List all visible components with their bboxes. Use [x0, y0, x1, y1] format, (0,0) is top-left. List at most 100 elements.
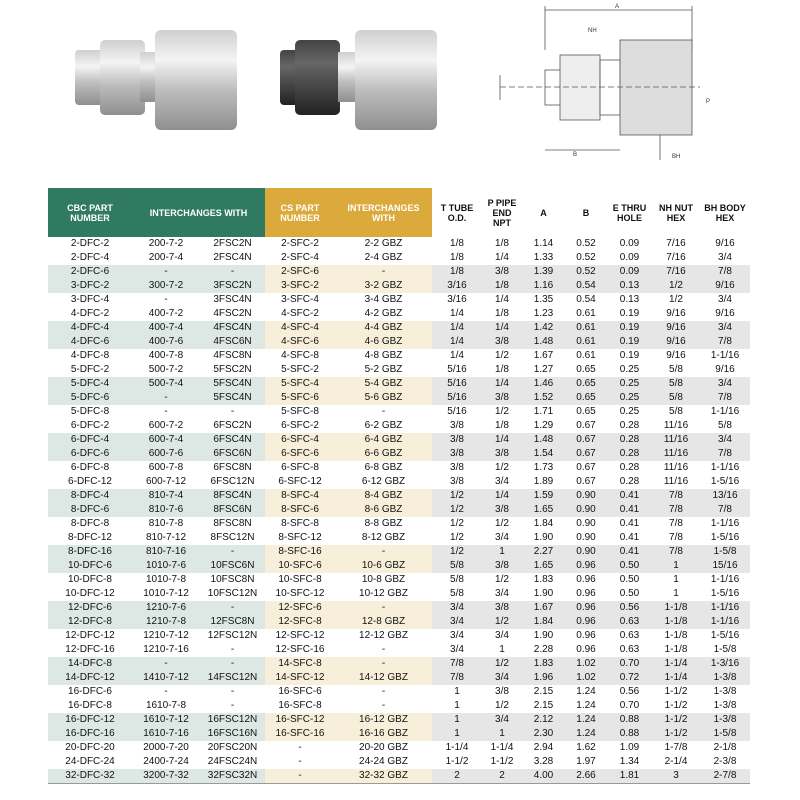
table-cell: 1/8: [495, 238, 509, 249]
table-cell: 16-SFC-16: [275, 728, 325, 739]
table-cell: 1: [454, 686, 460, 697]
table-cell: 4-SFC-2: [281, 308, 319, 319]
table-cell: 9/16: [715, 364, 735, 375]
table-cell: 9/16: [666, 350, 686, 361]
table-cell: 600-7-12: [145, 476, 187, 487]
table-cell: -: [381, 644, 386, 655]
table-cell: 6FSC2N: [213, 420, 252, 431]
table-cell: -: [298, 770, 302, 781]
table-cell: 1.34: [619, 756, 640, 767]
table-cell: 1/8: [450, 266, 464, 277]
table-cell: 4FSC4N: [213, 322, 252, 333]
table-cell: 10-12 GBZ: [359, 588, 408, 599]
table-cell: -: [164, 686, 168, 697]
table-cell: 1-5/16: [710, 532, 740, 543]
table-cell: 810-7-4: [148, 490, 184, 501]
table-cell: 1-3/8: [713, 714, 737, 725]
table-cell: 9/16: [715, 308, 735, 319]
table-cell: 5/16: [447, 364, 467, 375]
table-cell: 400-7-4: [148, 322, 184, 333]
table-cell: 1010-7-12: [143, 588, 189, 599]
table-cell: 5/8: [450, 588, 464, 599]
table-cell: 10FSC6N: [210, 560, 255, 571]
table-cell: 0.41: [619, 490, 640, 501]
table-cell: 0.63: [619, 616, 640, 627]
table-cell: 11/16: [663, 420, 689, 431]
table-cell: 2-3/8: [713, 756, 737, 767]
table-cell: 1: [673, 588, 679, 599]
table-cell: 0.52: [576, 266, 596, 277]
table-cell: 4-DFC-4: [70, 322, 110, 333]
table-cell: -: [381, 700, 386, 711]
table-cell: 1/4: [495, 294, 509, 305]
table-cell: 0.90: [576, 532, 596, 543]
dimension-label: A: [615, 4, 619, 10]
table-cell: -: [230, 406, 235, 417]
table-cell: 1: [673, 560, 679, 571]
table-cell: 1.39: [533, 266, 554, 277]
table-cell: 1-5/8: [713, 644, 737, 655]
table-cell: 7/8: [669, 546, 683, 557]
table-cell: 6FSC8N: [213, 462, 252, 473]
table-cell: 1.29: [533, 420, 554, 431]
table-cell: 6-DFC-4: [70, 434, 110, 445]
table-cell: 0.67: [576, 420, 596, 431]
table-cell: 3-SFC-2: [281, 280, 319, 291]
table-cell: 1.24: [576, 686, 596, 697]
table-cell: -: [381, 602, 386, 613]
table-cell: 0.28: [619, 462, 640, 473]
table-cell: 32-32 GBZ: [359, 770, 408, 781]
table-cell: 12-SFC-8: [278, 616, 322, 627]
table-cell: 8-8 GBZ: [364, 518, 403, 529]
table-cell: 13/16: [712, 490, 738, 501]
table-cell: 4-4 GBZ: [364, 322, 403, 333]
table-cell: 0.63: [619, 644, 640, 655]
header-cell: CBC PART NUMBER: [67, 202, 113, 223]
table-cell: 1/4: [450, 336, 464, 347]
table-cell: 7/8: [450, 658, 464, 669]
table-cell: 1-1/16: [710, 350, 740, 361]
table-cell: 1-1/16: [710, 406, 740, 417]
table-cell: 3/4: [495, 476, 509, 487]
table-cell: 1/2: [495, 658, 509, 669]
table-cell: 1.24: [576, 728, 596, 739]
table-cell: 12-DFC-12: [65, 630, 115, 641]
table-cell: 7/8: [718, 504, 732, 515]
table-cell: 0.65: [576, 406, 596, 417]
header-cell: P PIPE END NPT: [487, 197, 517, 228]
table-cell: 2FSC2N: [213, 238, 252, 249]
table-cell: 2-1/8: [713, 742, 737, 753]
table-cell: 4FSC8N: [213, 350, 252, 361]
table-cell: 8-DFC-12: [68, 532, 112, 543]
table-cell: 0.13: [619, 280, 640, 291]
table-cell: 6-DFC-12: [68, 476, 112, 487]
table-cell: 1.90: [533, 532, 554, 543]
table-cell: 0.65: [576, 364, 596, 375]
table-cell: 5FSC4N: [213, 378, 252, 389]
table-cell: 14-DFC-8: [68, 658, 112, 669]
table-cell: 1210-7-16: [143, 644, 189, 655]
table-cell: 5/16: [447, 378, 467, 389]
table-cell: 5-SFC-2: [281, 364, 319, 375]
table-cell: 0.50: [619, 560, 640, 571]
table-cell: 810-7-12: [145, 532, 187, 543]
table-cell: 3/4: [450, 602, 464, 613]
table-cell: 2FSC4N: [213, 252, 252, 263]
table-cell: 0.56: [619, 686, 640, 697]
table-cell: 3/8: [450, 448, 464, 459]
table-cell: 2-1/4: [664, 756, 688, 767]
table-cell: 1.52: [533, 392, 554, 403]
table-cell: 0.61: [576, 322, 596, 333]
table-cell: 0.25: [619, 378, 640, 389]
table-cell: 810-7-6: [148, 504, 184, 515]
table-cell: 32FSC32N: [207, 770, 258, 781]
table-cell: 1.81: [619, 770, 640, 781]
table-cell: 1-1/16: [710, 462, 740, 473]
table-cell: 1-5/16: [710, 588, 740, 599]
table-cell: 0.09: [619, 238, 640, 249]
table-cell: 3-DFC-4: [70, 294, 110, 305]
table-cell: 3/4: [495, 532, 509, 543]
table-cell: 3/8: [495, 266, 509, 277]
table-cell: 5/8: [450, 560, 464, 571]
table-cell: 1.90: [533, 630, 554, 641]
